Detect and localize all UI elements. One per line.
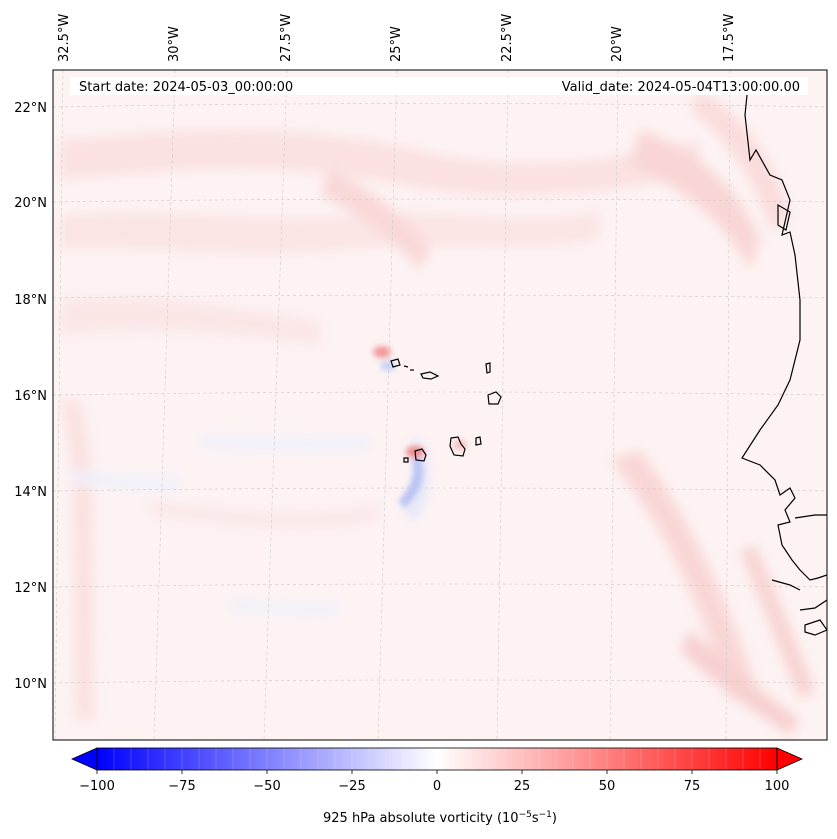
colorbar-tick-label: 75 [684,779,701,794]
lon-label-17-5w: 17.5°W [722,14,737,62]
colorbar-max-extend [776,747,803,771]
lon-label-25w: 25°W [389,26,404,62]
colorbar-tick-label: −50 [253,779,280,794]
colorbar-tick-label: −75 [168,779,195,794]
colorbar-segments [113,748,761,770]
colorbar-label: 925 hPa absolute vorticity (10−5s−1) [323,810,557,826]
map-frame [52,69,828,741]
lat-label-10n: 10°N [14,677,47,692]
colorbar-tick-label: 25 [514,779,531,794]
latitude-labels: 22°N 20°N 18°N 16°N 14°N 12°N 10°N [14,101,47,692]
coastlines [390,84,827,636]
lon-label-20w: 20°W [610,26,625,62]
colorbar-tick-label: 50 [599,779,616,794]
cape-verde-islands [390,358,502,463]
gridlines [53,70,827,740]
lon-label-27-5w: 27.5°W [279,14,294,62]
valid-date-label: Valid_date: 2024-05-04T13:00:00.00 [562,80,800,95]
colorbar-tick-label: −25 [338,779,365,794]
africa-coast [741,84,827,581]
longitude-labels: 32.5°W 30°W 27.5°W 25°W 22.5°W 20°W 17.5… [57,14,737,62]
vorticity-field [60,90,815,735]
colorbar: −100 −75 −50 −25 0 25 50 75 100 925 hPa absolute… [71,747,803,826]
lat-label-16n: 16°N [14,389,47,404]
colorbar-ticks: −100 −75 −50 −25 0 25 50 75 100 [79,770,789,794]
lat-label-20n: 20°N [14,196,47,211]
colorbar-gradient [97,748,777,770]
lon-label-32-5w: 32.5°W [57,14,72,62]
lon-label-30w: 30°W [167,26,182,62]
lon-label-22-5w: 22.5°W [500,14,515,62]
start-date-label: Start date: 2024-05-03_00:00:00 [79,80,293,95]
header-box [70,77,808,95]
lat-label-14n: 14°N [14,485,47,500]
lat-label-12n: 12°N [14,581,47,596]
colorbar-tick-label: 100 [765,779,790,794]
colorbar-tick-label: 0 [433,779,441,794]
colorbar-min-extend [71,747,98,771]
colorbar-tick-label: −100 [79,779,115,794]
map-panel: Start date: 2024-05-03_00:00:00 Valid_da… [53,70,827,740]
lat-label-18n: 18°N [14,293,47,308]
lat-label-22n: 22°N [14,101,47,116]
